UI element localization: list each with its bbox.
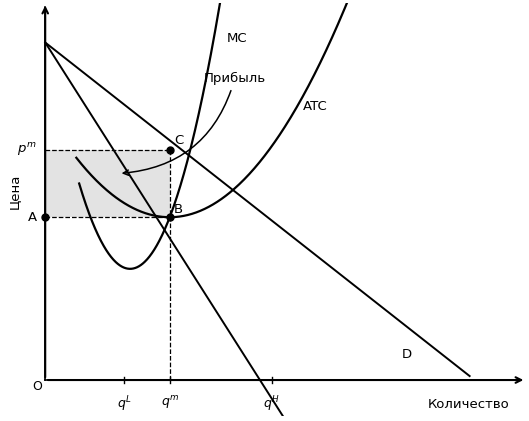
Text: A: A [28, 211, 37, 224]
Text: $q^H$: $q^H$ [263, 394, 280, 413]
Text: B: B [174, 203, 184, 216]
Bar [45, 150, 170, 217]
Text: $p^m$: $p^m$ [17, 141, 37, 158]
Text: $q^m$: $q^m$ [160, 394, 179, 411]
Text: Цена: Цена [7, 174, 21, 209]
Text: C: C [174, 134, 184, 147]
Text: Количество: Количество [427, 398, 509, 411]
Text: ATC: ATC [303, 100, 327, 113]
Text: O: O [32, 380, 42, 393]
Text: $q^L$: $q^L$ [117, 394, 132, 413]
Text: Прибыль: Прибыль [123, 72, 266, 175]
Text: D: D [402, 348, 412, 361]
Text: MC: MC [226, 32, 247, 45]
